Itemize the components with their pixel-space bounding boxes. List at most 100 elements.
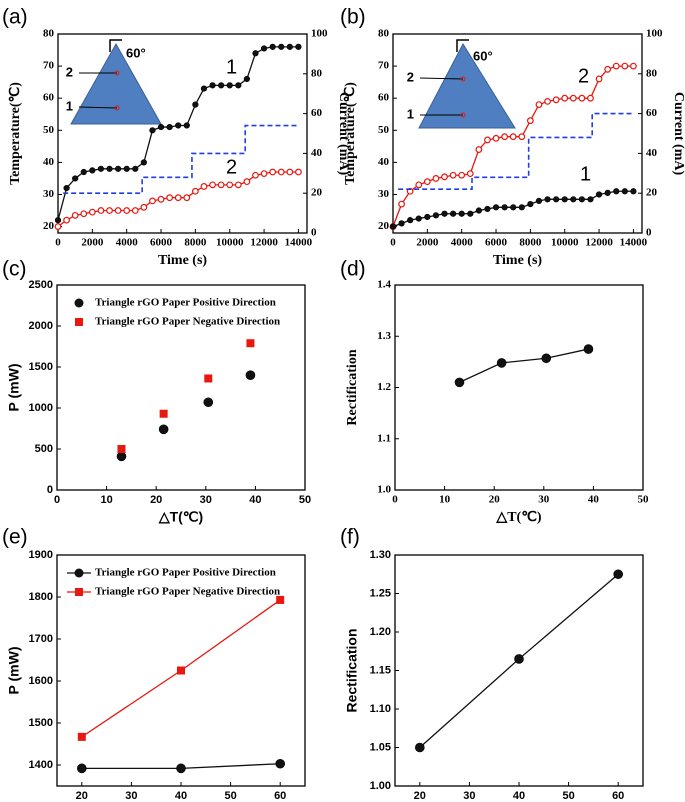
plot-frame bbox=[394, 554, 644, 787]
marker bbox=[604, 65, 612, 73]
marker bbox=[496, 358, 507, 368]
marker bbox=[200, 85, 208, 92]
y-tick-label: 1.10 bbox=[370, 703, 391, 715]
inset-label: 1 bbox=[66, 98, 73, 113]
marker bbox=[535, 197, 543, 205]
marker bbox=[275, 758, 286, 769]
y-tick-label: 1500 bbox=[29, 361, 53, 373]
y-tick-label: 70 bbox=[43, 60, 55, 72]
x-tick-label: 40 bbox=[249, 494, 261, 506]
marker bbox=[612, 62, 620, 70]
inset-label: 2 bbox=[66, 64, 73, 79]
x-tick-label: 20 bbox=[76, 790, 88, 802]
marker bbox=[518, 133, 526, 141]
y-tick-label: 20 bbox=[43, 220, 55, 232]
marker bbox=[467, 210, 474, 217]
legend-label: Triangle rGO Paper Negative Direction bbox=[95, 316, 280, 328]
marker bbox=[226, 181, 234, 189]
marker bbox=[458, 210, 465, 217]
marker bbox=[200, 183, 208, 190]
x-tick-label: 60 bbox=[274, 790, 286, 802]
current-line bbox=[398, 112, 634, 191]
marker bbox=[71, 211, 79, 219]
marker bbox=[518, 204, 525, 211]
marker bbox=[449, 171, 457, 179]
marker bbox=[269, 43, 276, 50]
marker bbox=[77, 732, 86, 741]
y-tick-label: 80 bbox=[378, 28, 390, 40]
marker bbox=[475, 146, 483, 153]
angle-mark bbox=[456, 39, 469, 52]
marker bbox=[286, 43, 293, 50]
current-line bbox=[63, 124, 299, 194]
marker bbox=[424, 213, 431, 221]
y2-axis-label: Current (mA) bbox=[336, 92, 351, 176]
panel: (d) 0 10 20 30 40 50 1.0 1.1 1.2 1.3 1.4 △T(℃) Rectif… bbox=[340, 258, 649, 526]
x-tick-label: 0 bbox=[390, 237, 396, 249]
marker bbox=[501, 133, 509, 141]
marker bbox=[466, 170, 474, 178]
series-line bbox=[459, 348, 589, 383]
panel-label: (a) bbox=[2, 6, 28, 29]
marker bbox=[72, 175, 79, 182]
legend-label: Triangle rGO Paper Positive Direction bbox=[95, 297, 276, 309]
y-tick-label: 50 bbox=[378, 124, 390, 136]
marker bbox=[80, 168, 87, 176]
inset-triangle bbox=[418, 42, 516, 129]
marker bbox=[245, 370, 256, 381]
marker bbox=[570, 196, 577, 203]
x-tick-label: 2000 bbox=[416, 237, 439, 249]
marker bbox=[441, 210, 448, 217]
marker bbox=[475, 207, 482, 214]
y-tick-label: 80 bbox=[43, 28, 55, 40]
marker bbox=[514, 654, 524, 664]
marker bbox=[441, 173, 448, 181]
marker bbox=[123, 165, 130, 172]
marker bbox=[97, 207, 105, 214]
plot-frame bbox=[57, 33, 308, 234]
marker bbox=[116, 451, 127, 462]
marker bbox=[149, 127, 156, 134]
x-tick-label: 6000 bbox=[485, 237, 508, 249]
series-line bbox=[392, 65, 634, 227]
marker bbox=[621, 188, 628, 195]
x-tick-label: 12000 bbox=[585, 237, 613, 249]
marker bbox=[578, 94, 586, 102]
marker bbox=[114, 207, 122, 214]
y-tick-label: 60 bbox=[378, 92, 390, 104]
y2-tick-label: 60 bbox=[311, 107, 323, 119]
marker bbox=[235, 82, 242, 89]
x-tick-label: 6000 bbox=[150, 237, 173, 249]
legend-label: Triangle rGO Paper Negative Direction bbox=[95, 586, 280, 598]
y-tick-label: 1400 bbox=[29, 759, 53, 771]
panel: (e)2030405060140015001600170018001900Ang… bbox=[2, 526, 306, 802]
marker bbox=[252, 171, 259, 179]
y-axis-label: Rectification bbox=[345, 349, 360, 425]
legend-marker bbox=[74, 568, 84, 578]
marker bbox=[389, 223, 397, 230]
x-tick-label: 14000 bbox=[620, 237, 648, 249]
x-tick-label: 8000 bbox=[184, 237, 207, 249]
y-axis-label: Temperature(℃) bbox=[343, 82, 358, 185]
marker bbox=[432, 212, 440, 219]
y2-tick-label: 80 bbox=[311, 67, 323, 79]
x-axis-label: Time (s) bbox=[493, 253, 542, 268]
marker bbox=[432, 175, 440, 182]
marker bbox=[415, 215, 422, 222]
marker bbox=[454, 377, 465, 388]
x-tick-label: 10000 bbox=[551, 237, 579, 249]
x-tick-label: 40 bbox=[175, 790, 187, 802]
marker bbox=[88, 208, 96, 216]
marker bbox=[501, 204, 508, 211]
y-tick-label: 50 bbox=[43, 124, 55, 136]
marker bbox=[166, 123, 173, 131]
marker bbox=[561, 94, 569, 102]
curve-label: 1 bbox=[226, 56, 237, 78]
x-tick-label: 50 bbox=[224, 790, 236, 802]
marker bbox=[176, 763, 186, 774]
inset-point bbox=[114, 70, 120, 76]
y-tick-label: 40 bbox=[43, 156, 55, 168]
panel-label: (d) bbox=[340, 258, 366, 281]
marker bbox=[569, 94, 577, 102]
marker bbox=[54, 223, 62, 230]
